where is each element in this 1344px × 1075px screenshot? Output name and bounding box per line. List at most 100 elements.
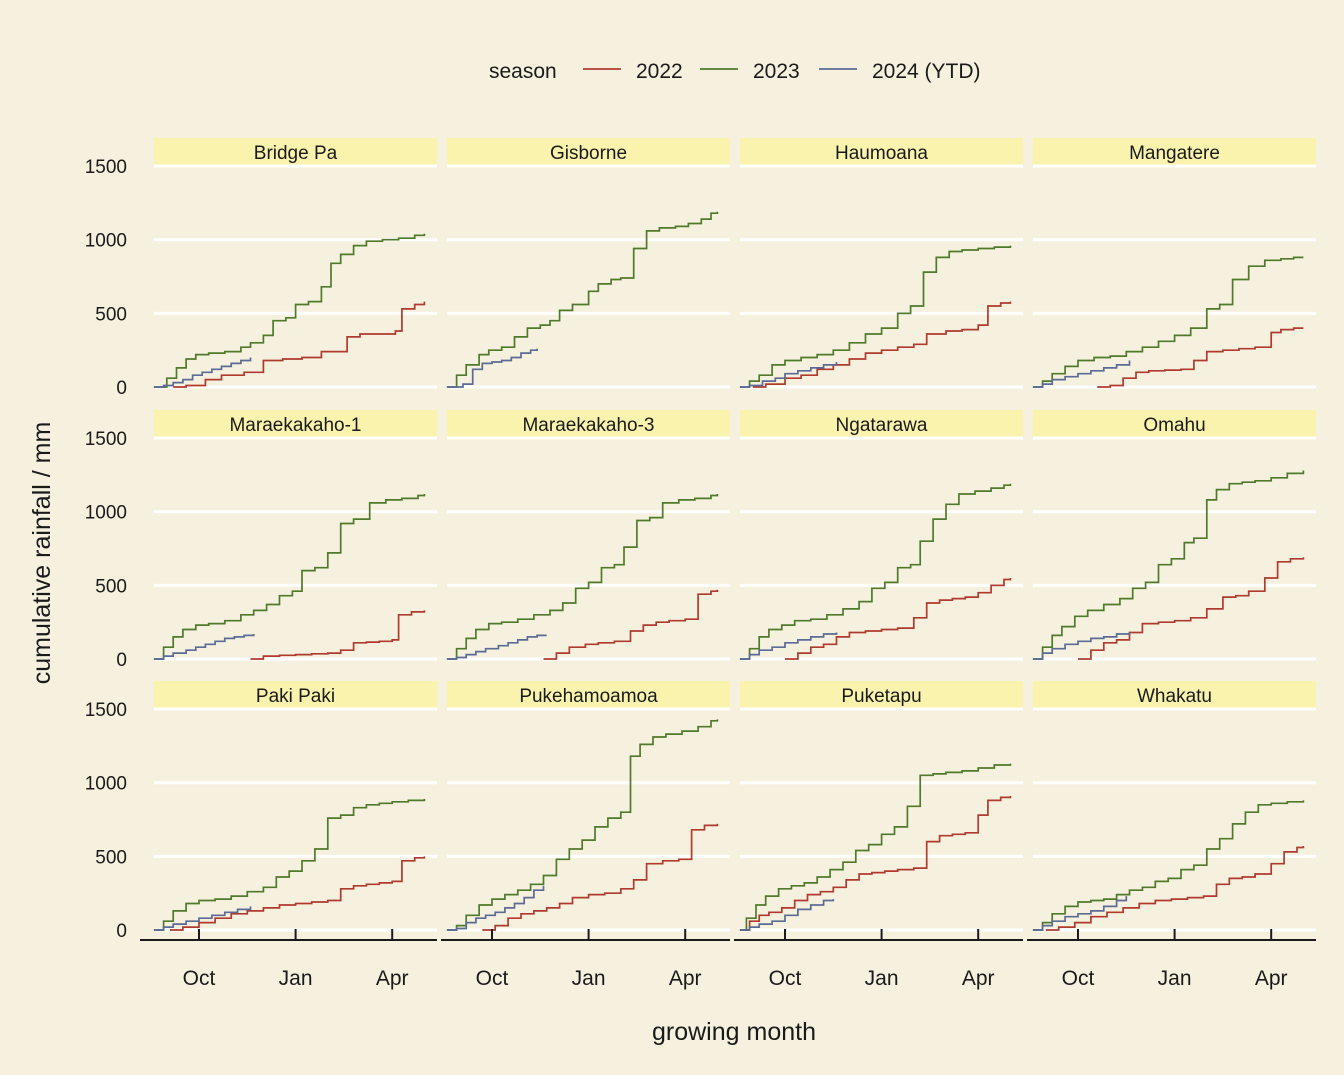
series-line-2023 [739, 245, 1012, 388]
series-line-2023 [153, 494, 426, 660]
series-line-2022 [739, 796, 1012, 931]
series-line-2024 [739, 632, 838, 660]
facet-strip [447, 681, 730, 710]
series-line-2022 [785, 578, 1012, 660]
series-line-2024 [446, 348, 538, 388]
facet-panel: Whakatu Oct Jan Apr [1027, 681, 1316, 990]
x-tick-label: Apr [962, 967, 995, 990]
x-tick-label: Jan [865, 967, 899, 990]
series-line-2022 [250, 610, 426, 660]
facet-strip [447, 138, 730, 167]
x-axis-title: growing month [652, 1018, 816, 1046]
x-tick-label: Oct [1062, 967, 1095, 990]
series-line-2023 [446, 211, 719, 388]
y-tick-label: 500 [95, 576, 127, 597]
series-line-2024 [153, 906, 252, 931]
y-tick-label: 500 [95, 304, 127, 325]
facet-strip [154, 681, 437, 710]
series-line-2024 [153, 357, 252, 388]
series-line-2023 [1032, 800, 1305, 931]
series-line-2022 [1045, 846, 1305, 931]
y-tick-label: 0 [116, 650, 127, 671]
facet-panels: Bridge Pa 0 500 1000 1500 Gisborne Haumoana Man… [85, 138, 1316, 990]
series-line-2022 [1078, 557, 1305, 660]
facet-panel: Maraekakaho-3 [446, 410, 730, 661]
facet-strip [740, 410, 1023, 439]
y-tick-label: 0 [116, 378, 127, 399]
facet-strip [447, 410, 730, 439]
facet-panel: Bridge Pa 0 500 1000 1500 [85, 138, 437, 399]
x-tick-label: Jan [1158, 967, 1192, 990]
series-line-2023 [446, 719, 719, 931]
facet-label: Ngatarawa [836, 415, 928, 436]
facet-label: Puketapu [841, 686, 921, 707]
facet-strip [1033, 681, 1316, 710]
facet-label: Pukehamoamoa [519, 686, 658, 707]
legend: season 2022 2023 2024 (YTD) [489, 60, 981, 83]
series-line-2023 [739, 763, 1012, 931]
legend-label-1: 2023 [753, 60, 800, 83]
legend-title: season [489, 60, 557, 83]
x-tick-label: Apr [1255, 967, 1288, 990]
facet-strip [154, 410, 437, 439]
facet-label: Bridge Pa [254, 143, 338, 164]
series-line-2022 [170, 856, 426, 931]
series-line-2023 [739, 483, 1012, 660]
facet-strip [1033, 138, 1316, 167]
facet-label: Mangatere [1129, 143, 1220, 164]
facet-label: Maraekakaho-3 [522, 415, 654, 436]
series-line-2023 [446, 494, 719, 660]
series-line-2024 [1032, 632, 1131, 660]
x-tick-label: Oct [476, 967, 509, 990]
series-line-2024 [446, 634, 547, 660]
facet-strip [740, 681, 1023, 710]
legend-label-2: 2024 (YTD) [872, 60, 981, 83]
y-tick-label: 1000 [85, 774, 127, 795]
y-tick-label: 1000 [85, 503, 127, 524]
facet-panel: Paki Paki 0 500 1000 1500 Oct Jan Apr [85, 681, 437, 990]
legend-entries: 2022 2023 2024 (YTD) [583, 60, 981, 83]
series-line-2023 [153, 798, 426, 931]
series-line-2024 [739, 362, 838, 388]
facet-panel: Puketapu Oct Jan Apr [734, 681, 1023, 990]
facet-label: Whakatu [1137, 686, 1212, 707]
y-tick-label: 1000 [85, 231, 127, 252]
facet-panel: Maraekakaho-1 0 500 1000 1500 [85, 410, 437, 671]
y-tick-label: 1500 [85, 429, 127, 450]
y-axis-title: cumulative rainfall / mm [28, 422, 56, 685]
series-line-2023 [1032, 256, 1304, 388]
series-line-2024 [446, 885, 545, 931]
x-tick-label: Apr [376, 967, 409, 990]
facet-label: Haumoana [835, 143, 928, 164]
facet-strip [1033, 410, 1316, 439]
x-tick-label: Oct [183, 967, 216, 990]
series-line-2022 [482, 823, 719, 931]
facet-panel: Pukehamoamoa Oct Jan Apr [441, 681, 730, 990]
series-line-2024 [153, 634, 255, 660]
y-tick-label: 0 [116, 921, 127, 942]
facet-label: Omahu [1143, 415, 1205, 436]
facet-panel: Mangatere [1032, 138, 1316, 389]
series-line-2022 [173, 301, 426, 388]
series-line-2023 [1032, 470, 1305, 660]
series-line-2022 [752, 301, 1012, 388]
x-tick-label: Oct [769, 967, 802, 990]
y-tick-label: 1500 [85, 700, 127, 721]
x-tick-label: Jan [279, 967, 313, 990]
y-tick-label: 1500 [85, 157, 127, 178]
x-tick-label: Apr [669, 967, 702, 990]
facet-panel: Haumoana [739, 138, 1023, 389]
series-line-2024 [1032, 360, 1131, 388]
series-line-2024 [1032, 896, 1128, 931]
facet-panel: Ngatarawa [739, 410, 1023, 661]
facet-label: Paki Paki [256, 686, 335, 707]
series-line-2023 [153, 233, 426, 388]
facet-panel: Omahu [1032, 410, 1316, 661]
series-line-2024 [739, 899, 835, 931]
facet-label: Gisborne [550, 143, 627, 164]
facet-panel: Gisborne [446, 138, 730, 389]
series-line-2022 [1097, 327, 1304, 388]
facet-label: Maraekakaho-1 [229, 415, 361, 436]
y-tick-label: 500 [95, 847, 127, 868]
